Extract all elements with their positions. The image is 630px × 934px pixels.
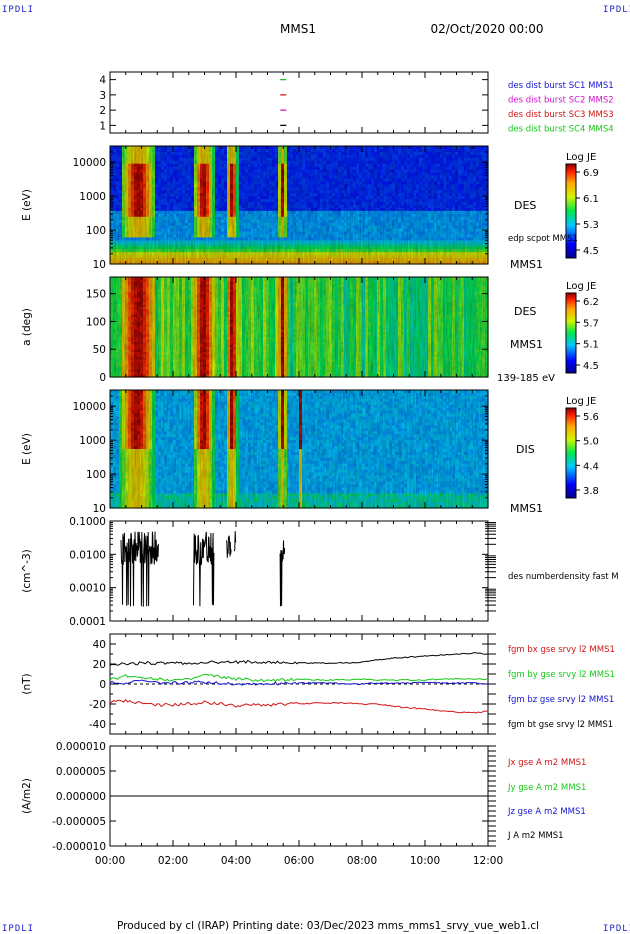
corner-label-bottom-right: IPDLI — [603, 924, 630, 934]
des-energy-heatmap — [110, 146, 489, 265]
corner-label-top-right: IPDLI — [603, 5, 630, 15]
corner-label-bottom-left: IPDLI — [2, 924, 35, 934]
corner-label-top-left: IPDLI — [2, 5, 35, 15]
